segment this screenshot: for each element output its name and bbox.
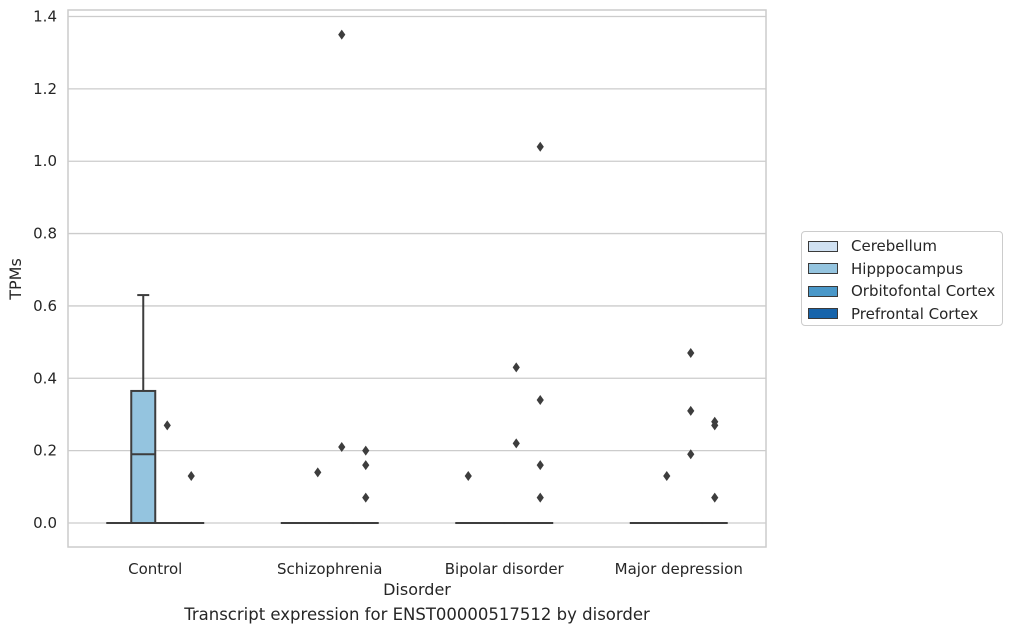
outlier-point [663,470,671,481]
y-tick-label: 1.4 [33,8,57,26]
box-orbitofontal-cortex [677,347,704,525]
y-tick-labels: 0.0 0.2 0.4 0.6 0.8 1.0 1.2 1.4 [33,8,57,533]
legend: Cerebellum Hipppocampus Orbitofontal Corte… [801,231,1003,326]
outlier-point [187,470,195,481]
legend-swatch [808,285,838,297]
y-tick-label: 0.0 [33,514,57,532]
outlier-point [536,394,544,405]
outlier-point [536,492,544,503]
box-prefrontal-cortex [701,416,728,525]
plot-area-frame [67,9,767,548]
y-tick-label: 0.4 [33,369,57,387]
legend-label: Prefrontal Cortex [851,304,979,323]
legend-item: Orbitofontal Cortex [808,282,996,300]
legend-swatch [808,263,838,274]
box-body [130,389,157,524]
outlier-point [338,442,346,453]
outlier-point [163,420,171,431]
box-prefrontal-cortex [352,445,379,525]
outlier-point [314,467,322,478]
outlier-point [362,460,370,471]
x-tick-label: Schizophrenia [277,560,382,578]
legend-label: Hipppocampus [851,259,964,278]
legend-label: Orbitofontal Cortex [851,282,996,300]
y-tick-label: 0.6 [33,297,57,315]
outlier-point [536,460,544,471]
box-orbitofontal-cortex [503,362,530,525]
y-tick-label: 1.0 [33,152,57,170]
legend-label: Cerebellum [851,237,937,255]
outlier-point [687,449,695,460]
box-orbitofontal-cortex [154,420,181,525]
y-tick-label: 0.8 [33,225,57,243]
outlier-point [536,141,544,152]
x-tick-label: Control [128,560,182,578]
box-hipppocampus [130,294,157,524]
box-cerebellum [455,470,482,525]
legend-swatch [808,240,838,252]
outlier-point [711,492,719,503]
legend-item: Hipppocampus [808,259,964,278]
figure-caption: Transcript expression for ENST0000051751… [184,605,650,624]
legend-item: Prefrontal Cortex [808,304,979,323]
x-axis-label: Disorder [383,580,451,599]
x-tick-label: Major depression [615,560,743,578]
box-prefrontal-cortex [178,470,205,525]
y-axis-label: TPMs [6,258,25,301]
box-prefrontal-cortex [527,141,554,525]
outlier-point [687,347,695,358]
legend-item: Cerebellum [808,237,937,255]
outlier-point [464,470,472,481]
grid-lines [68,15,766,524]
box-orbitofontal-cortex [328,29,355,525]
outlier-point [512,438,520,449]
outlier-point [711,416,719,427]
outlier-point [362,492,370,503]
outlier-point [687,405,695,416]
legend-swatch [808,308,838,319]
box-hipppocampus [653,470,680,525]
outlier-point [338,29,346,40]
y-tick-label: 1.2 [33,80,57,98]
outlier-point [512,362,520,373]
x-tick-labels: Control Schizophrenia Bipolar disorder Majo… [128,560,743,578]
box-marks [106,29,728,525]
box-hipppocampus [304,467,331,525]
x-tick-label: Bipolar disorder [445,560,565,578]
outlier-point [362,445,370,456]
y-tick-label: 0.2 [33,442,57,460]
